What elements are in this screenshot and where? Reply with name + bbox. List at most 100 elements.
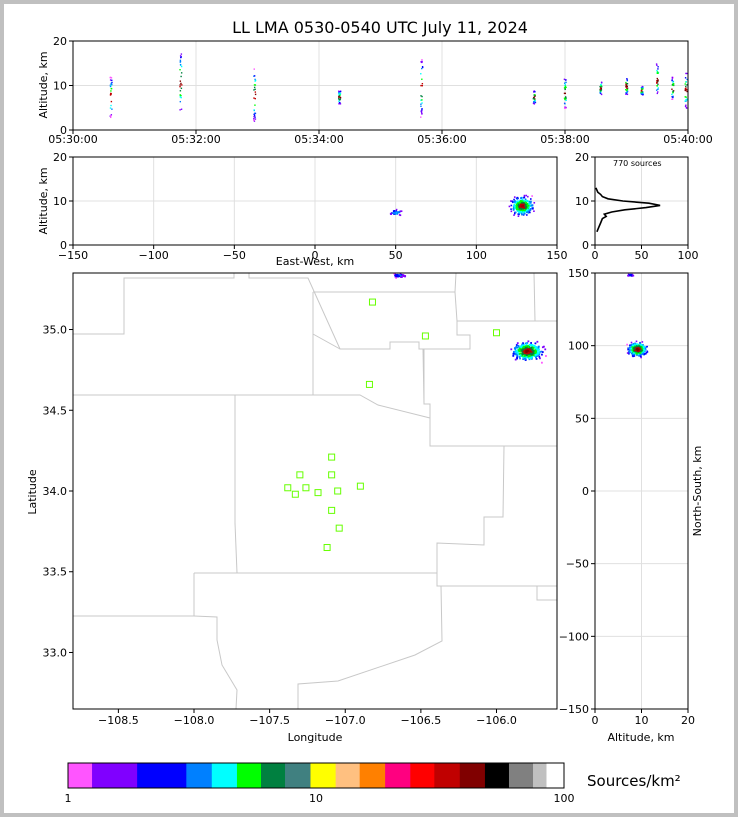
source-point [516,342,519,345]
ns-tick-label: −100 [559,630,589,643]
county-border [533,272,536,322]
county-border [536,586,557,601]
source-point [514,205,517,207]
longitude-tick-label: −107.5 [249,714,290,727]
source-point [626,90,629,93]
latitude-tick-label: 33.0 [43,646,68,659]
source-point [421,95,423,98]
source-point [179,109,181,111]
source-point [685,81,687,83]
source-point [634,346,637,349]
source-point [629,274,631,277]
source-point [421,66,424,69]
colorbar-ticks: 1 10 100 [65,792,575,805]
count-tick-label: 0 [592,249,599,262]
source-point [642,343,644,346]
source-point [684,77,687,79]
source-point [179,100,182,103]
source-point [521,213,523,216]
source-point [517,352,520,355]
source-point [685,98,687,101]
source-point [420,95,422,97]
ns-tick-label: −150 [559,703,589,716]
source-point [644,350,646,353]
source-point [338,96,340,98]
source-point [396,274,399,276]
altitude-tick-label: 20 [681,714,695,727]
source-point [626,88,629,91]
longitude-tick-label: −106.5 [401,714,442,727]
source-point [686,78,688,81]
source-point [656,71,659,73]
source-point [533,202,536,204]
ew-tick-label: 150 [547,249,568,262]
county-boundaries [73,272,557,710]
colorbar-cell [68,763,93,788]
source-point [516,203,518,206]
source-point [338,103,340,105]
source-point [633,355,636,357]
source-point [672,84,674,86]
source-point [514,206,517,208]
source-point [421,65,424,68]
source-point [565,81,567,84]
source-point [110,85,112,87]
source-point [633,351,635,353]
source-point [626,85,628,88]
source-point [639,353,642,356]
source-point [518,347,521,350]
colorbar-cell [385,763,411,788]
source-point [600,86,602,88]
source-point [638,348,640,351]
source-point [657,79,659,81]
source-point [685,104,687,106]
source-point [420,99,422,101]
station-marker [335,524,343,532]
source-point [516,198,519,200]
source-point [633,347,635,350]
ew-tick-label: −150 [58,249,88,262]
source-point [656,64,658,67]
source-point [641,341,644,343]
source-point [531,355,534,358]
source-point [629,344,631,347]
source-point [656,80,659,82]
station-marker [284,484,292,492]
source-point [635,348,637,351]
colorbar-tick-label: 1 [65,792,72,805]
source-point [253,114,256,117]
source-point [510,208,512,210]
source-point [672,83,675,85]
source-point [530,357,533,359]
source-point [641,349,643,352]
altitude-histogram-grid [594,156,689,246]
source-point [657,87,659,89]
source-point [529,209,532,211]
source-point [515,201,517,203]
source-point [524,354,527,357]
source-point [564,85,567,87]
source-point [179,80,182,82]
source-point [599,88,602,90]
source-point [684,96,686,98]
source-point [402,274,404,276]
source-point [657,68,659,70]
source-point [633,349,635,352]
lma-figure: LL LMA 0530-0540 UTC July 11, 2024 05:30… [26,18,713,805]
source-point [523,352,525,354]
source-point [110,100,113,103]
source-point [338,93,340,95]
source-point [631,343,634,346]
source-point [523,350,526,352]
source-point [626,89,628,92]
source-point [525,194,528,197]
source-point [564,106,566,108]
source-point [643,348,646,351]
source-point [540,350,543,353]
source-point [526,204,529,206]
colorbar-cell [533,763,547,788]
source-point [339,96,342,99]
source-point [685,89,688,91]
source-point [657,66,659,68]
county-border [234,395,238,574]
